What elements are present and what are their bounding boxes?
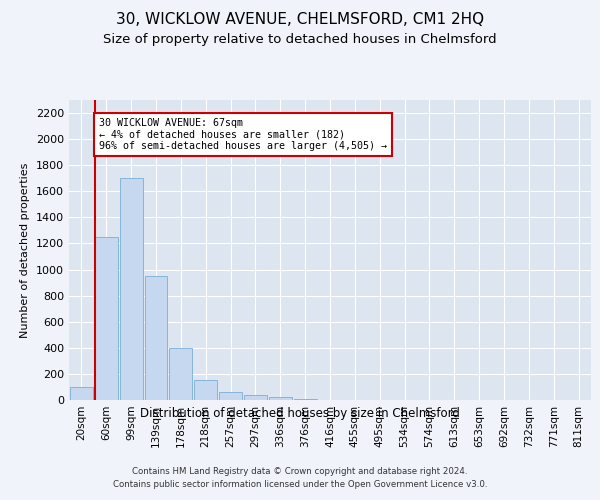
Text: Distribution of detached houses by size in Chelmsford: Distribution of detached houses by size … [140,408,460,420]
Bar [219,392,242,400]
Bar [194,380,217,400]
Text: Contains HM Land Registry data © Crown copyright and database right 2024.: Contains HM Land Registry data © Crown c… [132,468,468,476]
Bar [145,276,167,400]
Bar [120,178,143,400]
Text: 30 WICKLOW AVENUE: 67sqm
← 4% of detached houses are smaller (182)
96% of semi-d: 30 WICKLOW AVENUE: 67sqm ← 4% of detache… [99,118,387,152]
Text: 30, WICKLOW AVENUE, CHELMSFORD, CM1 2HQ: 30, WICKLOW AVENUE, CHELMSFORD, CM1 2HQ [116,12,484,28]
Y-axis label: Number of detached properties: Number of detached properties [20,162,31,338]
Text: Contains public sector information licensed under the Open Government Licence v3: Contains public sector information licen… [113,480,487,489]
Bar [269,396,292,400]
Bar [95,237,118,400]
Bar [244,395,267,400]
Text: Size of property relative to detached houses in Chelmsford: Size of property relative to detached ho… [103,32,497,46]
Bar [70,387,93,400]
Bar [169,348,192,400]
